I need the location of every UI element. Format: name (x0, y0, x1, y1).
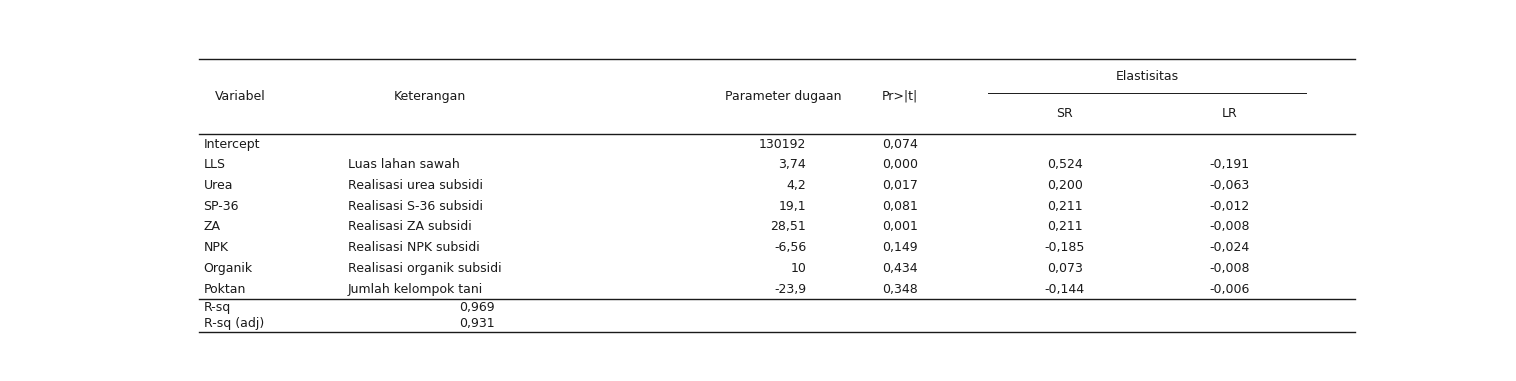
Text: 0,931: 0,931 (459, 317, 496, 330)
Text: Urea: Urea (203, 179, 233, 192)
Text: 19,1: 19,1 (779, 200, 807, 213)
Text: Realisasi S-36 subsidi: Realisasi S-36 subsidi (349, 200, 484, 213)
Text: Realisasi NPK subsidi: Realisasi NPK subsidi (349, 241, 481, 254)
Text: Parameter dugaan: Parameter dugaan (725, 90, 841, 103)
Text: Realisasi ZA subsidi: Realisasi ZA subsidi (349, 221, 471, 234)
Text: 28,51: 28,51 (770, 221, 807, 234)
Text: -23,9: -23,9 (775, 283, 807, 296)
Text: 0,073: 0,073 (1048, 262, 1082, 275)
Text: -0,024: -0,024 (1210, 241, 1249, 254)
Text: 0,001: 0,001 (882, 221, 919, 234)
Text: -0,008: -0,008 (1210, 221, 1249, 234)
Text: -0,144: -0,144 (1045, 283, 1085, 296)
Text: Luas lahan sawah: Luas lahan sawah (349, 158, 459, 171)
Text: -0,185: -0,185 (1045, 241, 1085, 254)
Text: 0,211: 0,211 (1048, 200, 1082, 213)
Text: Variabel: Variabel (215, 90, 267, 103)
Text: -0,008: -0,008 (1210, 262, 1249, 275)
Text: 0,000: 0,000 (882, 158, 919, 171)
Text: Intercept: Intercept (203, 138, 261, 150)
Text: 3,74: 3,74 (779, 158, 807, 171)
Text: Organik: Organik (203, 262, 253, 275)
Text: 0,200: 0,200 (1048, 179, 1082, 192)
Text: 0,969: 0,969 (459, 301, 496, 314)
Text: Poktan: Poktan (203, 283, 246, 296)
Text: Realisasi organik subsidi: Realisasi organik subsidi (349, 262, 502, 275)
Text: 0,081: 0,081 (882, 200, 919, 213)
Text: -6,56: -6,56 (775, 241, 807, 254)
Text: R-sq: R-sq (203, 301, 230, 314)
Text: -0,012: -0,012 (1210, 200, 1249, 213)
Text: 130192: 130192 (760, 138, 807, 150)
Text: LLS: LLS (203, 158, 226, 171)
Text: 0,434: 0,434 (882, 262, 919, 275)
Text: 0,348: 0,348 (882, 283, 919, 296)
Text: Pr>|t|: Pr>|t| (882, 90, 919, 103)
Text: 4,2: 4,2 (787, 179, 807, 192)
Text: -0,006: -0,006 (1210, 283, 1249, 296)
Text: Jumlah kelompok tani: Jumlah kelompok tani (349, 283, 484, 296)
Text: 0,149: 0,149 (882, 241, 919, 254)
Text: 0,017: 0,017 (882, 179, 919, 192)
Text: SR: SR (1057, 107, 1073, 120)
Text: Elastisitas: Elastisitas (1116, 70, 1178, 83)
Text: 0,524: 0,524 (1048, 158, 1082, 171)
Text: Keterangan: Keterangan (394, 90, 467, 103)
Text: 10: 10 (790, 262, 807, 275)
Text: -0,063: -0,063 (1210, 179, 1249, 192)
Text: LR: LR (1222, 107, 1237, 120)
Text: Realisasi urea subsidi: Realisasi urea subsidi (349, 179, 484, 192)
Text: 0,211: 0,211 (1048, 221, 1082, 234)
Text: -0,191: -0,191 (1210, 158, 1249, 171)
Text: ZA: ZA (203, 221, 221, 234)
Text: 0,074: 0,074 (882, 138, 919, 150)
Text: SP-36: SP-36 (203, 200, 240, 213)
Text: NPK: NPK (203, 241, 229, 254)
Text: R-sq (adj): R-sq (adj) (203, 317, 264, 330)
